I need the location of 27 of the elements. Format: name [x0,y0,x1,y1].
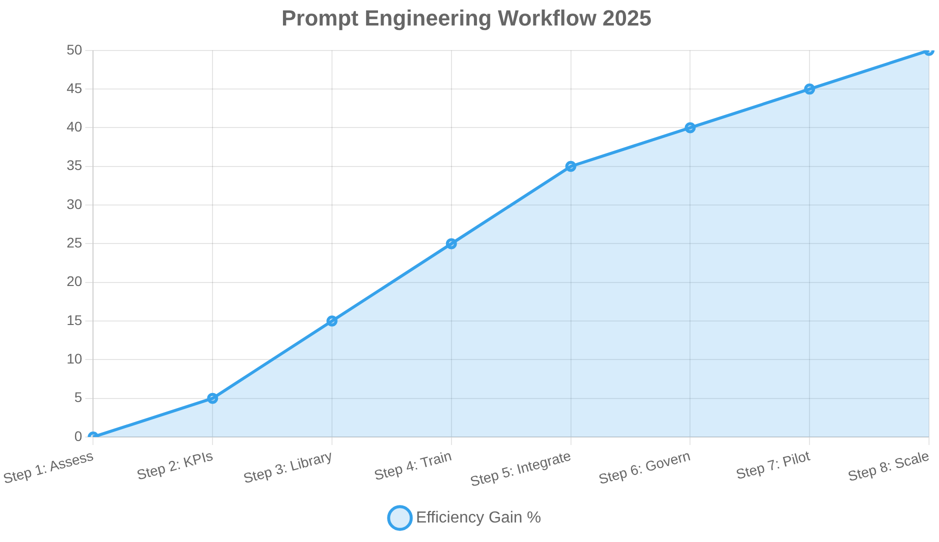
x-tick-label: Step 6: Govern [596,447,692,488]
x-tick-label: Step 8: Scale [846,447,931,484]
x-tick-label: Step 3: Library [242,447,334,486]
point [565,160,576,172]
legend-label: Efficiency Gain % [416,509,542,526]
x-tick-label: Step 5: Integrate [468,447,573,490]
chart-title: Prompt Engineering Workflow 2025 [282,5,652,30]
y-tick-label: 25 [66,234,82,251]
y-tick-label: 40 [66,118,82,135]
y-tick-label: 15 [66,312,82,328]
point [684,122,696,134]
x-tick-label: Step 7: Pilot [734,447,812,482]
y-tick-label: 35 [66,157,82,174]
point [446,238,457,250]
x-tick-label: Step 1: Assess [1,447,95,487]
point [804,84,816,95]
y-tick-label: 30 [66,196,82,212]
y-tick-label: 45 [66,80,82,96]
y-tick-label: 20 [66,273,82,290]
y-tick-label: 50 [66,41,82,58]
x-tick-label: Step 2: KPIs [135,447,214,483]
y-tick-label: 0 [74,428,82,444]
point [207,392,218,404]
y-tick-label: 5 [74,389,82,406]
point [326,316,338,327]
x-tick-label: Step 4: Train [372,447,454,484]
y-tick-label: 10 [66,350,82,367]
